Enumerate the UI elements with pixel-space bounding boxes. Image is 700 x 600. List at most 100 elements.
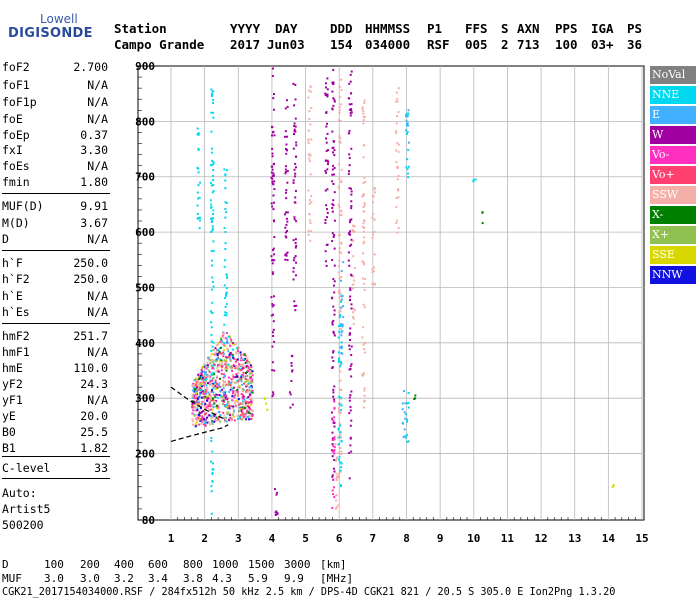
data-point (294, 117, 297, 120)
data-point (337, 451, 340, 454)
data-point (271, 271, 274, 274)
data-point (352, 239, 355, 242)
data-point (308, 202, 311, 205)
data-point (293, 104, 296, 107)
data-point (204, 392, 207, 395)
data-point (331, 240, 334, 243)
param-row: foF1 N/A (2, 78, 108, 94)
data-point (241, 396, 244, 399)
data-point (224, 297, 227, 300)
data-point (234, 376, 237, 379)
data-point (196, 133, 199, 136)
data-point (332, 305, 335, 308)
data-point (350, 345, 353, 348)
data-point (209, 379, 212, 382)
param-row: hmF2 251.7 (2, 329, 108, 345)
data-point (207, 374, 210, 377)
data-point (353, 225, 356, 228)
data-point (362, 110, 365, 113)
data-point (332, 97, 335, 100)
data-point (216, 396, 219, 399)
data-point (214, 363, 217, 366)
data-point (352, 317, 355, 320)
data-point (213, 353, 216, 356)
data-point (208, 380, 211, 383)
data-point (211, 264, 214, 267)
data-point (234, 342, 237, 345)
data-point (195, 392, 198, 395)
data-point (339, 310, 342, 313)
data-point (230, 405, 233, 408)
data-point (237, 349, 240, 352)
data-point (292, 239, 295, 242)
data-point (231, 387, 234, 390)
data-point (337, 476, 340, 479)
data-point (407, 165, 410, 168)
data-point (242, 389, 245, 392)
data-point (265, 402, 268, 405)
data-point (332, 284, 335, 287)
data-point (271, 272, 274, 275)
data-point (243, 398, 246, 401)
data-point (233, 357, 236, 360)
data-point (221, 340, 224, 343)
data-point (225, 420, 228, 423)
data-point (243, 416, 246, 419)
data-point (208, 356, 211, 359)
data-point (338, 456, 341, 459)
data-point (406, 158, 409, 161)
data-point (195, 395, 198, 398)
data-point (197, 414, 200, 417)
footer-value: 4.3 (212, 572, 232, 585)
data-point (250, 364, 253, 367)
data-point (309, 90, 312, 93)
data-point (324, 219, 327, 222)
data-point (308, 110, 311, 113)
header-value: 005 (465, 37, 488, 52)
data-point (340, 334, 343, 337)
data-point (226, 367, 229, 370)
data-point (331, 439, 334, 442)
data-point (294, 190, 297, 193)
data-point (338, 324, 341, 327)
data-point (294, 309, 297, 312)
data-point (325, 243, 328, 246)
data-point (214, 379, 217, 382)
data-point (214, 359, 217, 362)
data-point (210, 231, 213, 234)
data-point (241, 388, 244, 391)
data-point (212, 353, 215, 356)
data-point (248, 406, 251, 409)
data-point (351, 224, 354, 227)
data-point (284, 170, 287, 173)
data-point (195, 414, 198, 417)
data-point (232, 411, 235, 414)
data-point (198, 227, 201, 230)
data-point (238, 367, 241, 370)
data-point (248, 386, 251, 389)
data-point (326, 77, 329, 80)
data-point (361, 107, 364, 110)
data-point (294, 172, 297, 175)
data-point (200, 411, 203, 414)
data-point (396, 219, 399, 222)
data-point (224, 375, 227, 378)
data-point (225, 411, 228, 414)
data-point (232, 386, 235, 389)
data-point (226, 402, 229, 405)
data-point (204, 420, 207, 423)
data-point (273, 201, 276, 204)
data-point (238, 386, 241, 389)
data-point (332, 350, 335, 353)
data-point (336, 436, 339, 439)
data-point (240, 375, 243, 378)
data-point (333, 398, 336, 401)
legend-item: SSE (650, 246, 696, 264)
data-point (292, 147, 295, 150)
data-point (246, 411, 249, 414)
x-tick-label: 2 (201, 532, 208, 545)
param-value: 3.67 (80, 216, 108, 230)
data-point (227, 401, 230, 404)
data-point (236, 381, 239, 384)
data-point (224, 311, 227, 314)
